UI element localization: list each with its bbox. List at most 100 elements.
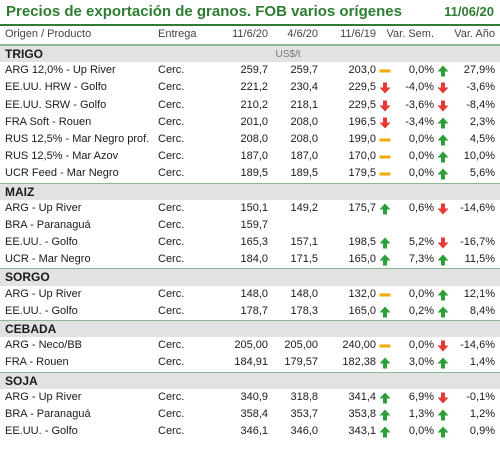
price-last-year: 343,1 (348, 425, 376, 438)
yearly-change: -14,6% (460, 201, 495, 214)
product-name: EE.UU. HRW - Golfo (5, 81, 107, 94)
product-name: FRA Soft - Rouen (5, 115, 92, 128)
arrow-down-icon (437, 237, 449, 249)
weekly-change: 0,0% (408, 339, 434, 352)
price-last-week: 157,1 (290, 236, 318, 249)
price-last-week: 178,3 (290, 304, 318, 317)
arrow-down-icon (437, 203, 449, 215)
section-name: TRIGO (5, 47, 43, 61)
weekly-change: -4,0% (405, 81, 434, 94)
arrow-up-icon (379, 203, 391, 215)
yearly-change: 11,5% (464, 253, 495, 266)
section-name: SORGO (5, 270, 50, 285)
yearly-change: -14,6% (460, 339, 495, 352)
price-last-year: 199,0 (348, 132, 376, 145)
yearly-change: 4,5% (469, 132, 495, 145)
arrow-up-icon (379, 392, 391, 404)
price-last-year: 229,5 (348, 98, 376, 111)
table-body: TRIGO US$/t ARG 12,0% - Up River Cerc. 259,7… (0, 45, 500, 440)
yearly-change: 5,6% (469, 167, 495, 180)
product-name: BRA - Paranaguá (5, 407, 91, 420)
price-current: 208,0 (240, 132, 268, 145)
product-name: UCR Feed - Mar Negro (5, 167, 119, 180)
flat-dash-icon (379, 65, 391, 77)
price-last-year: 240,00 (342, 339, 376, 352)
arrow-up-icon (379, 357, 391, 369)
price-current: 205,00 (234, 339, 268, 352)
yearly-change: -3,6% (466, 81, 495, 94)
arrow-up-icon (437, 289, 449, 301)
table-row: ARG - Neco/BB Cerc. 205,00 205,00 240,00 0,0%… (0, 337, 500, 354)
price-last-year: 196,5 (348, 115, 376, 128)
price-current: 201,0 (240, 115, 268, 128)
arrow-up-icon (379, 409, 391, 421)
price-current: 340,9 (240, 390, 268, 403)
price-current: 187,0 (240, 150, 268, 163)
section-name: CEBADA (5, 322, 57, 336)
table-row: EE.UU. SRW - Golfo Cerc. 210,2 218,1 229,5 -3… (0, 97, 500, 114)
yearly-change: 27,9% (463, 64, 495, 77)
price-current: 259,7 (240, 64, 268, 77)
delivery-cell: Cerc. (158, 201, 185, 214)
price-last-year: 203,0 (348, 64, 376, 77)
weekly-change: 6,9% (408, 390, 434, 403)
section-name: MAIZ (5, 184, 35, 199)
column-header-delivery: Entrega (158, 28, 197, 40)
weekly-change: 7,3% (408, 253, 434, 266)
delivery-cell: Cerc. (158, 218, 185, 231)
arrow-up-icon (437, 65, 449, 77)
arrow-up-icon (379, 254, 391, 266)
delivery-cell: Cerc. (158, 150, 185, 163)
column-header-row: Origen / Producto Entrega 11/6/20 4/6/20… (0, 26, 500, 45)
arrow-down-icon (437, 82, 449, 94)
column-header-origin: Origen / Producto (5, 28, 92, 40)
price-last-year: 175,7 (348, 201, 376, 214)
price-last-year: 182,38 (342, 356, 376, 369)
section-header: SORGO (0, 268, 500, 286)
product-name: ARG - Neco/BB (5, 339, 83, 352)
delivery-cell: Cerc. (158, 304, 185, 317)
product-name: FRA - Rouen (5, 356, 69, 369)
flat-dash-icon (379, 289, 391, 301)
product-name: EE.UU. - Golfo (5, 304, 78, 317)
price-current: 148,0 (240, 287, 268, 300)
table-row: FRA - Rouen Cerc. 184,91 179,57 182,38 3,0% 1,… (0, 354, 500, 371)
price-last-year: 229,5 (348, 81, 376, 94)
delivery-cell: Cerc. (158, 132, 185, 145)
weekly-change: -3,4% (405, 115, 434, 128)
price-last-week: 179,57 (284, 356, 318, 369)
table-row: ARG 12,0% - Up River Cerc. 259,7 259,7 203,0… (0, 62, 500, 79)
yearly-change: -16,7% (460, 236, 495, 249)
arrow-up-icon (437, 306, 449, 318)
price-current: 184,91 (234, 356, 268, 369)
price-last-year: 170,0 (348, 150, 376, 163)
weekly-change: 5,2% (408, 236, 434, 249)
section-header: TRIGO US$/t (0, 45, 500, 63)
section-name: SOJA (5, 373, 38, 388)
weekly-change: 0,0% (408, 287, 434, 300)
product-name: ARG - Up River (5, 287, 82, 300)
price-last-week: 318,8 (290, 390, 318, 403)
price-current: 358,4 (240, 407, 268, 420)
product-name: ARG - Up River (5, 201, 82, 214)
flat-dash-icon (379, 340, 391, 352)
table-row: ARG - Up River Cerc. 150,1 149,2 175,7 0,6% -1… (0, 200, 500, 217)
yearly-change: 1,2% (469, 407, 495, 420)
delivery-cell: Cerc. (158, 81, 185, 94)
yearly-change: -8,4% (466, 98, 495, 111)
price-current: 346,1 (240, 425, 268, 438)
price-last-week: 149,2 (290, 201, 318, 214)
delivery-cell: Cerc. (158, 253, 185, 266)
column-header-yearly-change: Var. Año (454, 28, 495, 40)
arrow-up-icon (379, 426, 391, 438)
weekly-change: 0,0% (408, 64, 434, 77)
arrow-up-icon (437, 409, 449, 421)
product-name: BRA - Paranaguá (5, 218, 91, 231)
flat-dash-icon (379, 151, 391, 163)
table-row: BRA - Paranaguá Cerc. 159,7 (0, 217, 500, 234)
price-current: 165,3 (240, 236, 268, 249)
arrow-down-icon (379, 82, 391, 94)
price-current: 184,0 (240, 253, 268, 266)
section-header: MAIZ (0, 182, 500, 200)
